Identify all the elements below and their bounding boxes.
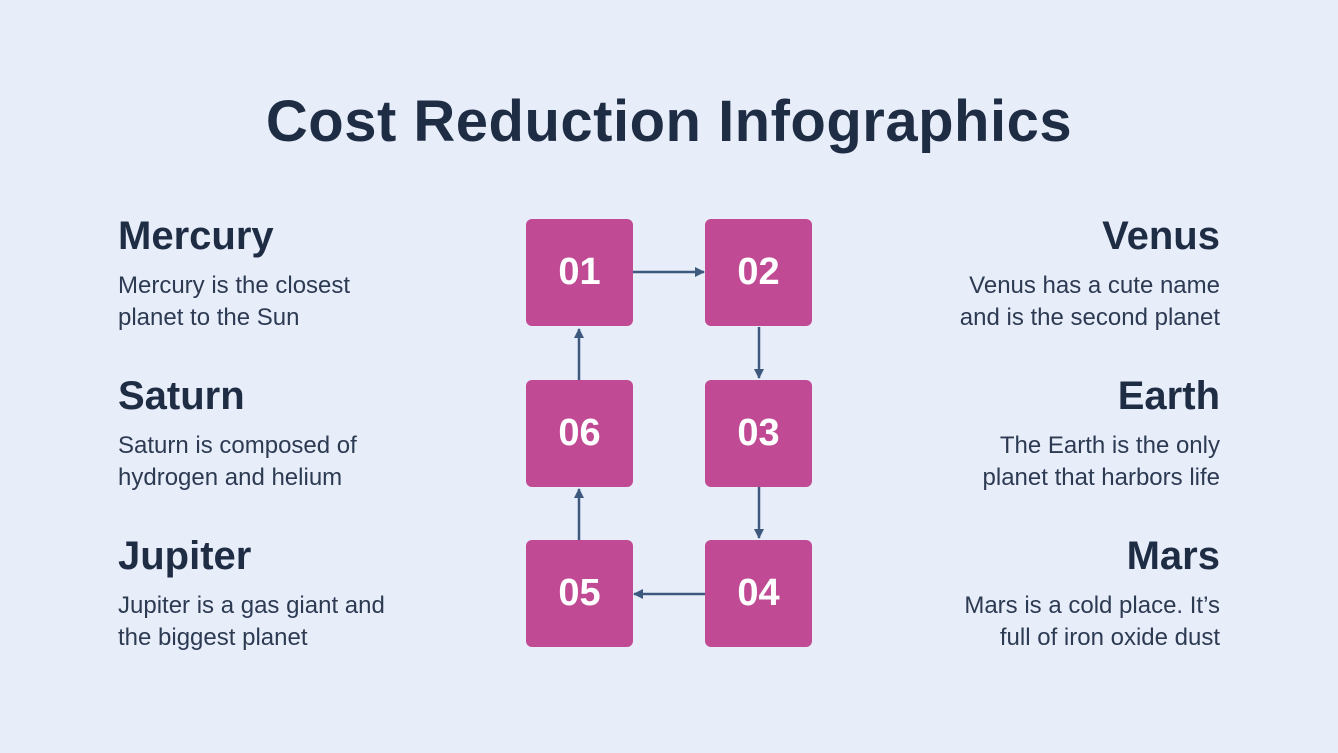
item-description: Jupiter is a gas giant and the biggest pl… xyxy=(118,592,385,651)
step-box-02: 02 xyxy=(705,219,812,326)
item-heading: Earth xyxy=(1117,374,1220,418)
step-box-06: 06 xyxy=(526,380,633,487)
item-description: The Earth is the only planet that harbors… xyxy=(982,432,1220,491)
item-description: Mercury is the closest planet to the Sun xyxy=(118,272,351,331)
step-box-05: 05 xyxy=(526,540,633,647)
item-mercury: Mercury Mercury is the closest planet to … xyxy=(118,212,448,334)
item-heading: Saturn xyxy=(118,374,245,418)
item-description: Saturn is composed of hydrogen and helium xyxy=(118,432,357,491)
item-saturn: Saturn Saturn is composed of hydrogen and… xyxy=(118,372,448,494)
item-venus: Venus Venus has a cute name and is the se… xyxy=(890,212,1220,334)
item-description: Venus has a cute name and is the second p… xyxy=(959,272,1220,331)
item-heading: Venus xyxy=(1102,214,1220,258)
step-box-01: 01 xyxy=(526,219,633,326)
item-jupiter: Jupiter Jupiter is a gas giant and the bi… xyxy=(118,532,448,654)
item-heading: Mercury xyxy=(118,214,274,258)
page-title: Cost Reduction Infographics xyxy=(265,89,1073,154)
item-heading: Mars xyxy=(1126,534,1220,578)
item-earth: Earth The Earth is the only planet that h… xyxy=(890,372,1220,494)
item-mars: Mars Mars is a cold place. It’s full of i… xyxy=(890,532,1220,654)
step-box-04: 04 xyxy=(705,540,812,647)
item-description: Mars is a cold place. It’s full of iron o… xyxy=(964,592,1220,651)
step-box-03: 03 xyxy=(705,380,812,487)
item-heading: Jupiter xyxy=(118,534,252,578)
